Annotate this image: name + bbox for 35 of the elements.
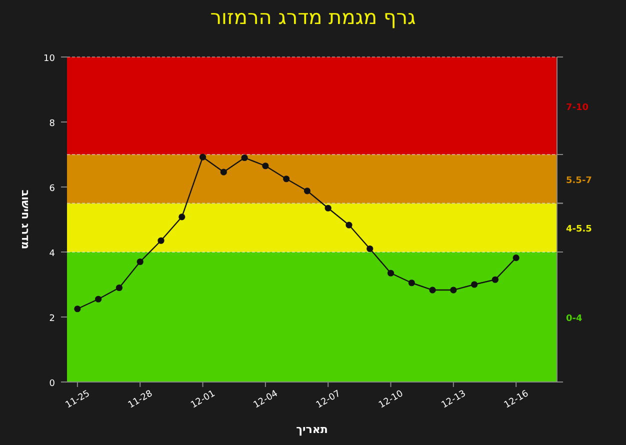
band-label: 5.5-7 — [566, 176, 592, 186]
point — [220, 168, 227, 176]
point — [241, 154, 248, 162]
chart-title: גרף מגמת מדרג הרמזור — [210, 5, 416, 29]
point — [324, 204, 332, 212]
point — [136, 258, 144, 266]
point — [178, 214, 186, 220]
point — [116, 284, 123, 292]
point — [366, 245, 374, 252]
point — [283, 176, 290, 182]
point — [262, 162, 269, 170]
y-axis-title: מדרג חישוב — [19, 190, 32, 250]
band-label: 4-5.5 — [566, 224, 592, 235]
point — [408, 280, 415, 286]
y-tick-label: 0 — [49, 379, 56, 389]
band-label: 0-4 — [566, 314, 582, 324]
point — [199, 154, 206, 160]
point — [304, 188, 311, 194]
x-axis-title: תאריך — [296, 423, 328, 436]
point — [512, 254, 520, 262]
point — [471, 281, 478, 288]
y-tick-label: 10 — [44, 54, 56, 64]
y-tick-label: 2 — [49, 314, 55, 324]
point — [492, 276, 499, 283]
y-tick-label: 8 — [49, 119, 56, 129]
point — [95, 296, 102, 302]
point — [74, 306, 81, 312]
y-tick-label: 4 — [49, 249, 56, 259]
point — [429, 286, 436, 294]
y-tick-label: 6 — [49, 184, 56, 194]
point — [346, 222, 352, 228]
point — [450, 286, 457, 294]
point — [387, 270, 394, 276]
point — [158, 237, 164, 244]
band-label: 7-10 — [566, 102, 589, 113]
